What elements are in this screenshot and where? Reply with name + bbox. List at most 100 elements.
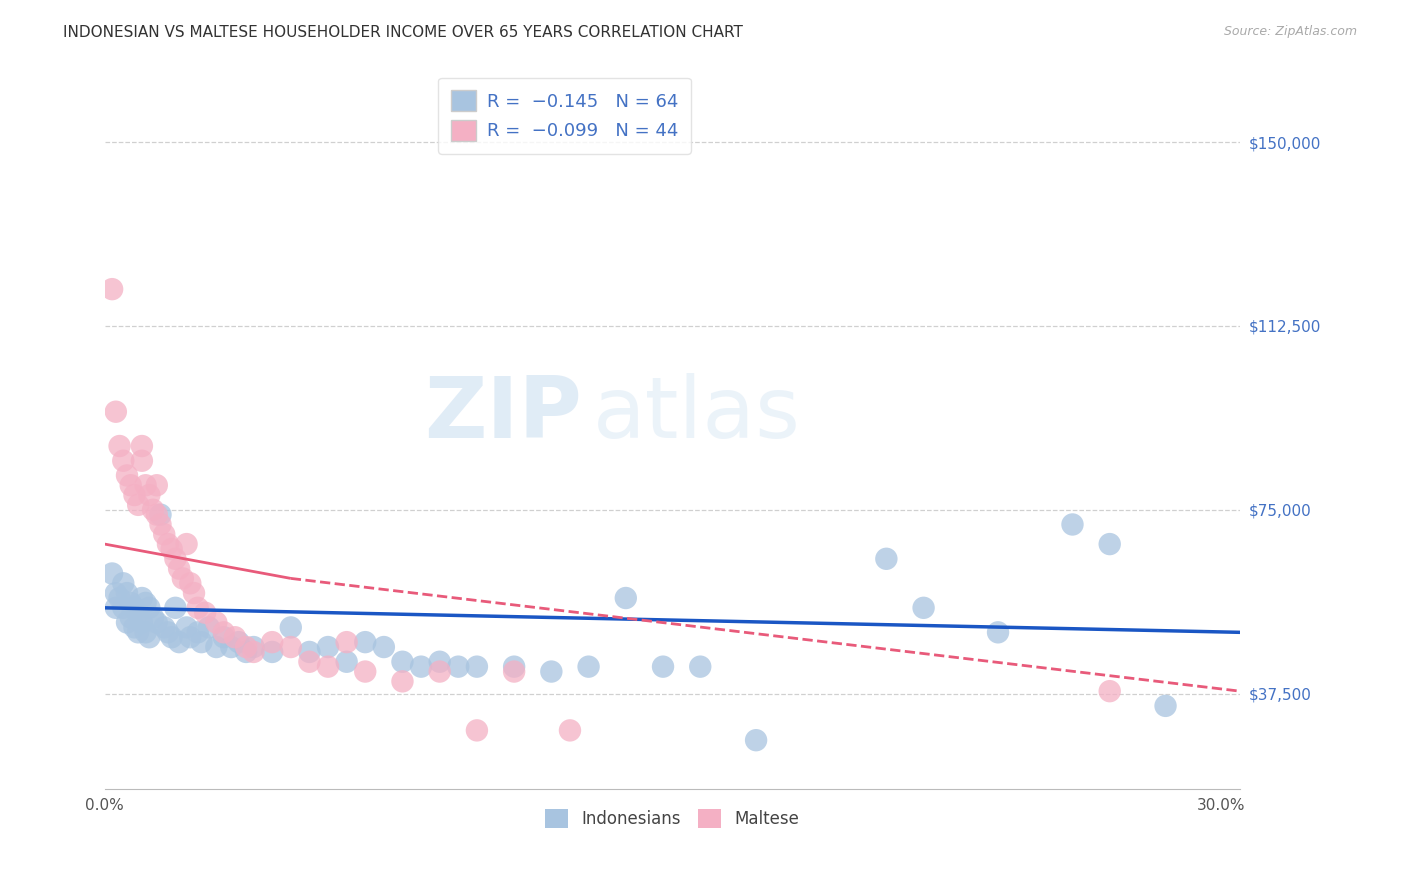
Point [689,659,711,673]
Point [316,640,339,654]
Point [101,566,124,581]
Point [146,615,169,630]
Point [190,635,212,649]
Point [503,665,526,679]
Point [228,635,250,649]
Point [108,439,131,453]
Point [138,488,160,502]
Point [142,502,165,516]
Point [875,551,897,566]
Point [1154,698,1177,713]
Point [235,640,257,654]
Point [179,630,201,644]
Point [1062,517,1084,532]
Point [242,640,264,654]
Point [198,620,221,634]
Point [224,630,246,644]
Point [429,665,451,679]
Point [120,596,142,610]
Point [194,606,217,620]
Point [160,541,183,556]
Point [146,478,169,492]
Point [614,591,637,605]
Point [205,615,228,630]
Point [127,625,149,640]
Point [135,625,157,640]
Point [409,659,432,673]
Point [578,659,600,673]
Point [503,659,526,673]
Point [153,527,176,541]
Point [146,508,169,522]
Legend: Indonesians, Maltese: Indonesians, Maltese [538,803,806,835]
Point [149,508,172,522]
Point [135,596,157,610]
Point [115,586,138,600]
Point [262,645,284,659]
Point [101,282,124,296]
Point [354,665,377,679]
Point [1098,684,1121,698]
Point [172,571,194,585]
Point [104,405,127,419]
Point [465,659,488,673]
Point [112,600,135,615]
Point [280,620,302,634]
Point [120,610,142,624]
Point [540,665,562,679]
Point [212,630,235,644]
Point [156,537,179,551]
Point [465,723,488,738]
Point [179,576,201,591]
Point [298,655,321,669]
Text: ZIP: ZIP [423,373,582,456]
Point [131,591,153,605]
Point [429,655,451,669]
Point [112,576,135,591]
Point [112,454,135,468]
Point [138,630,160,644]
Point [187,600,209,615]
Point [165,551,187,566]
Point [104,586,127,600]
Point [235,645,257,659]
Point [127,606,149,620]
Point [156,625,179,640]
Point [219,640,242,654]
Point [135,478,157,492]
Point [131,615,153,630]
Point [242,645,264,659]
Point [1098,537,1121,551]
Point [205,640,228,654]
Point [108,591,131,605]
Point [165,600,187,615]
Point [336,635,359,649]
Point [142,610,165,624]
Point [298,645,321,659]
Point [176,620,198,634]
Point [652,659,675,673]
Text: atlas: atlas [593,373,801,456]
Point [262,635,284,649]
Text: Source: ZipAtlas.com: Source: ZipAtlas.com [1223,25,1357,38]
Point [160,630,183,644]
Point [745,733,768,747]
Point [316,659,339,673]
Point [167,561,190,575]
Point [212,625,235,640]
Point [336,655,359,669]
Point [391,655,413,669]
Point [120,478,142,492]
Point [124,488,146,502]
Point [131,454,153,468]
Point [124,600,146,615]
Point [138,600,160,615]
Point [149,517,172,532]
Point [280,640,302,654]
Point [115,468,138,483]
Text: INDONESIAN VS MALTESE HOUSEHOLDER INCOME OVER 65 YEARS CORRELATION CHART: INDONESIAN VS MALTESE HOUSEHOLDER INCOME… [63,25,744,40]
Point [187,625,209,640]
Point [558,723,581,738]
Point [115,615,138,630]
Point [176,537,198,551]
